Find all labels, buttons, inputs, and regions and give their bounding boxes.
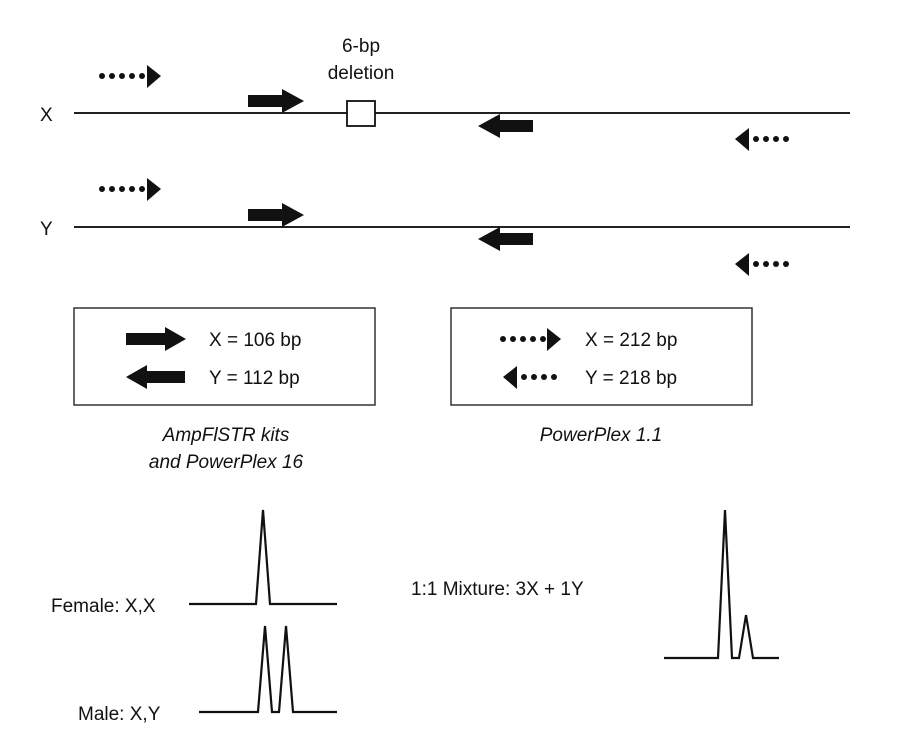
y-solid-reverse-arrow xyxy=(478,227,533,251)
x-solid-forward-arrow xyxy=(248,89,304,113)
deletion-label-line1: 6-bp xyxy=(342,36,380,57)
legend-solid-caption-line2: and PowerPlex 16 xyxy=(149,452,304,473)
legend-dotted-reverse-arrow xyxy=(503,366,557,389)
y-chromosome-label: Y xyxy=(40,219,53,240)
female-profile-trace xyxy=(189,509,337,606)
legend-box-dotted xyxy=(450,307,753,406)
x-dotted-reverse-arrow xyxy=(735,128,789,151)
y-solid-forward-arrow xyxy=(248,203,304,227)
legend-box-solid xyxy=(73,307,376,406)
male-profile-label: Male: X,Y xyxy=(78,704,161,725)
female-profile-label: Female: X,X xyxy=(51,596,156,617)
legend-dotted-forward-arrow xyxy=(500,328,561,351)
legend-dotted-x-size: X = 212 bp xyxy=(585,330,677,351)
male-profile-trace xyxy=(199,625,337,714)
x-solid-reverse-arrow xyxy=(478,114,533,138)
x-chromosome-label: X xyxy=(40,105,53,126)
mixture-profile-trace xyxy=(664,509,779,660)
y-dotted-reverse-arrow xyxy=(735,253,789,276)
legend-solid-y-size: Y = 112 bp xyxy=(209,368,300,389)
y-dotted-forward-arrow xyxy=(99,178,161,201)
deletion-box xyxy=(346,100,376,127)
legend-solid-forward-arrow xyxy=(126,327,186,351)
legend-dotted-y-size: Y = 218 bp xyxy=(585,368,677,389)
legend-dotted-caption: PowerPlex 1.1 xyxy=(540,425,663,446)
deletion-label-line2: deletion xyxy=(328,63,395,84)
mixture-profile-label: 1:1 Mixture: 3X + 1Y xyxy=(411,579,584,600)
legend-solid-reverse-arrow xyxy=(126,365,185,389)
x-dotted-forward-arrow xyxy=(99,65,161,88)
legend-solid-x-size: X = 106 bp xyxy=(209,330,301,351)
legend-solid-caption-line1: AmpFlSTR kits xyxy=(162,425,290,446)
